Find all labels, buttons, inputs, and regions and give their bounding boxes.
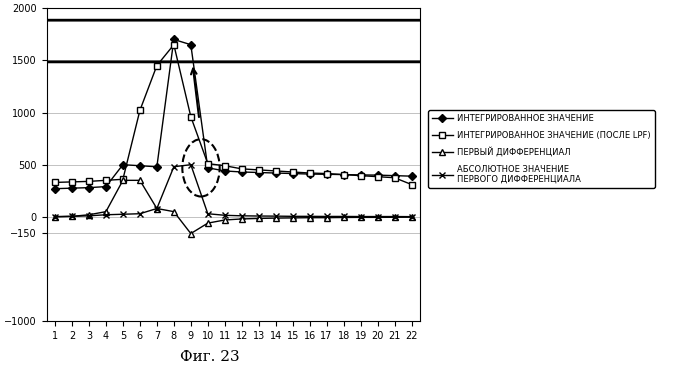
АБСОЛЮТНОЕ ЗНАЧЕНИЕ
ПЕРВОГО ДИФФЕРЕНЦИАЛА	[305, 214, 314, 219]
АБСОЛЮТНОЕ ЗНАЧЕНИЕ
ПЕРВОГО ДИФФЕРЕНЦИАЛА	[391, 214, 399, 219]
ПЕРВЫЙ ДИФФЕРЕНЦИАЛ	[85, 212, 93, 217]
ИНТЕГРИРОВАННОЕ ЗНАЧЕНИЕ	[119, 162, 127, 167]
ИНТЕГРИРОВАННОЕ ЗНАЧЕНИЕ	[204, 166, 212, 170]
ПЕРВЫЙ ДИФФЕРЕНЦИАЛ	[288, 216, 297, 220]
ИНТЕГРИРОВАННОЕ ЗНАЧЕНИЕ (ПОСЛЕ LPF)	[356, 173, 365, 178]
ИНТЕГРИРОВАННОЕ ЗНАЧЕНИЕ (ПОСЛЕ LPF)	[323, 171, 331, 176]
ИНТЕГРИРОВАННОЕ ЗНАЧЕНИЕ	[272, 171, 280, 175]
ИНТЕГРИРОВАННОЕ ЗНАЧЕНИЕ (ПОСЛЕ LPF)	[169, 42, 178, 47]
ПЕРВЫЙ ДИФФЕРЕНЦИАЛ	[407, 215, 416, 219]
ИНТЕГРИРОВАННОЕ ЗНАЧЕНИЕ	[305, 172, 314, 176]
ИНТЕГРИРОВАННОЕ ЗНАЧЕНИЕ (ПОСЛЕ LPF)	[204, 161, 212, 166]
ПЕРВЫЙ ДИФФЕРЕНЦИАЛ	[204, 221, 212, 225]
ИНТЕГРИРОВАННОЕ ЗНАЧЕНИЕ (ПОСЛЕ LPF)	[391, 176, 399, 180]
АБСОЛЮТНОЕ ЗНАЧЕНИЕ
ПЕРВОГО ДИФФЕРЕНЦИАЛА	[288, 214, 297, 219]
ИНТЕГРИРОВАННОЕ ЗНАЧЕНИЕ	[288, 171, 297, 176]
ИНТЕГРИРОВАННОЕ ЗНАЧЕНИЕ (ПОСЛЕ LPF)	[51, 180, 60, 185]
Line: ИНТЕГРИРОВАННОЕ ЗНАЧЕНИЕ: ИНТЕГРИРОВАННОЕ ЗНАЧЕНИЕ	[52, 37, 414, 192]
ПЕРВЫЙ ДИФФЕРЕНЦИАЛ	[340, 215, 348, 220]
ИНТЕГРИРОВАННОЕ ЗНАЧЕНИЕ (ПОСЛЕ LPF)	[187, 115, 195, 119]
ПЕРВЫЙ ДИФФЕРЕНЦИАЛ	[68, 214, 76, 219]
АБСОЛЮТНОЕ ЗНАЧЕНИЕ
ПЕРВОГО ДИФФЕРЕНЦИАЛА	[85, 214, 93, 218]
АБСОЛЮТНОЕ ЗНАЧЕНИЕ
ПЕРВОГО ДИФФЕРЕНЦИАЛА	[204, 212, 212, 216]
ИНТЕГРИРОВАННОЕ ЗНАЧЕНИЕ (ПОСЛЕ LPF)	[102, 178, 110, 182]
ИНТЕГРИРОВАННОЕ ЗНАЧЕНИЕ (ПОСЛЕ LPF)	[85, 179, 93, 184]
ПЕРВЫЙ ДИФФЕРЕНЦИАЛ	[305, 215, 314, 220]
ПЕРВЫЙ ДИФФЕРЕНЦИАЛ	[51, 215, 60, 219]
АБСОЛЮТНОЕ ЗНАЧЕНИЕ
ПЕРВОГО ДИФФЕРЕНЦИАЛА	[220, 213, 229, 218]
Line: ПЕРВЫЙ ДИФФЕРЕНЦИАЛ: ПЕРВЫЙ ДИФФЕРЕНЦИАЛ	[52, 177, 415, 237]
ИНТЕГРИРОВАННОЕ ЗНАЧЕНИЕ	[323, 172, 331, 176]
АБСОЛЮТНОЕ ЗНАЧЕНИЕ
ПЕРВОГО ДИФФЕРЕНЦИАЛА	[51, 214, 60, 219]
ИНТЕГРИРОВАННОЕ ЗНАЧЕНИЕ (ПОСЛЕ LPF)	[288, 170, 297, 174]
ПЕРВЫЙ ДИФФЕРЕНЦИАЛ	[119, 178, 127, 182]
АБСОЛЮТНОЕ ЗНАЧЕНИЕ
ПЕРВОГО ДИФФЕРЕНЦИАЛА	[356, 214, 365, 219]
АБСОЛЮТНОЕ ЗНАЧЕНИЕ
ПЕРВОГО ДИФФЕРЕНЦИАЛА	[136, 212, 144, 216]
ИНТЕГРИРОВАННОЕ ЗНАЧЕНИЕ (ПОСЛЕ LPF)	[220, 164, 229, 168]
ПЕРВЫЙ ДИФФЕРЕНЦИАЛ	[323, 215, 331, 220]
ИНТЕГРИРОВАННОЕ ЗНАЧЕНИЕ (ПОСЛЕ LPF)	[373, 174, 382, 179]
АБСОЛЮТНОЕ ЗНАЧЕНИЕ
ПЕРВОГО ДИФФЕРЕНЦИАЛА	[373, 214, 382, 219]
ПЕРВЫЙ ДИФФЕРЕНЦИАЛ	[272, 216, 280, 220]
ИНТЕГРИРОВАННОЕ ЗНАЧЕНИЕ	[169, 37, 178, 42]
ИНТЕГРИРОВАННОЕ ЗНАЧЕНИЕ (ПОСЛЕ LPF)	[305, 171, 314, 175]
ИНТЕГРИРОВАННОЕ ЗНАЧЕНИЕ	[407, 174, 416, 178]
ИНТЕГРИРОВАННОЕ ЗНАЧЕНИЕ	[136, 164, 144, 168]
ПЕРВЫЙ ДИФФЕРЕНЦИАЛ	[391, 215, 399, 219]
ПЕРВЫЙ ДИФФЕРЕНЦИАЛ	[169, 210, 178, 214]
ИНТЕГРИРОВАННОЕ ЗНАЧЕНИЕ (ПОСЛЕ LPF)	[153, 64, 161, 68]
ИНТЕГРИРОВАННОЕ ЗНАЧЕНИЕ	[85, 185, 93, 190]
ИНТЕГРИРОВАННОЕ ЗНАЧЕНИЕ	[356, 173, 365, 177]
Legend: ИНТЕГРИРОВАННОЕ ЗНАЧЕНИЕ, ИНТЕГРИРОВАННОЕ ЗНАЧЕНИЕ (ПОСЛЕ LPF), ПЕРВЫЙ ДИФФЕРЕНЦ: ИНТЕГРИРОВАННОЕ ЗНАЧЕНИЕ, ИНТЕГРИРОВАННО…	[428, 110, 655, 188]
ИНТЕГРИРОВАННОЕ ЗНАЧЕНИЕ (ПОСЛЕ LPF)	[119, 177, 127, 181]
ИНТЕГРИРОВАННОЕ ЗНАЧЕНИЕ (ПОСЛЕ LPF)	[68, 180, 76, 184]
ИНТЕГРИРОВАННОЕ ЗНАЧЕНИЕ	[373, 173, 382, 177]
ИНТЕГРИРОВАННОЕ ЗНАЧЕНИЕ (ПОСЛЕ LPF)	[136, 108, 144, 113]
ИНТЕГРИРОВАННОЕ ЗНАЧЕНИЕ	[51, 187, 60, 191]
АБСОЛЮТНОЕ ЗНАЧЕНИЕ
ПЕРВОГО ДИФФЕРЕНЦИАЛА	[272, 214, 280, 218]
АБСОЛЮТНОЕ ЗНАЧЕНИЕ
ПЕРВОГО ДИФФЕРЕНЦИАЛА	[119, 212, 127, 216]
ПЕРВЫЙ ДИФФЕРЕНЦИАЛ	[373, 215, 382, 220]
АБСОЛЮТНОЕ ЗНАЧЕНИЕ
ПЕРВОГО ДИФФЕРЕНЦИАЛА	[255, 214, 263, 218]
ПЕРВЫЙ ДИФФЕРЕНЦИАЛ	[237, 217, 246, 221]
ИНТЕГРИРОВАННОЕ ЗНАЧЕНИЕ	[237, 170, 246, 174]
ИНТЕГРИРОВАННОЕ ЗНАЧЕНИЕ	[220, 169, 229, 173]
Text: Фиг. 23: Фиг. 23	[180, 350, 240, 364]
ПЕРВЫЙ ДИФФЕРЕНЦИАЛ	[356, 215, 365, 220]
ИНТЕГРИРОВАННОЕ ЗНАЧЕНИЕ (ПОСЛЕ LPF)	[237, 167, 246, 171]
АБСОЛЮТНОЕ ЗНАЧЕНИЕ
ПЕРВОГО ДИФФЕРЕНЦИАЛА	[323, 214, 331, 219]
ИНТЕГРИРОВАННОЕ ЗНАЧЕНИЕ	[187, 42, 195, 47]
ИНТЕГРИРОВАННОЕ ЗНАЧЕНИЕ	[255, 170, 263, 175]
ИНТЕГРИРОВАННОЕ ЗНАЧЕНИЕ	[68, 186, 76, 191]
АБСОЛЮТНОЕ ЗНАЧЕНИЕ
ПЕРВОГО ДИФФЕРЕНЦИАЛА	[68, 214, 76, 219]
АБСОЛЮТНОЕ ЗНАЧЕНИЕ
ПЕРВОГО ДИФФЕРЕНЦИАЛА	[102, 212, 110, 217]
ИНТЕГРИРОВАННОЕ ЗНАЧЕНИЕ (ПОСЛЕ LPF)	[340, 172, 348, 177]
ИНТЕГРИРОВАННОЕ ЗНАЧЕНИЕ (ПОСЛЕ LPF)	[407, 182, 416, 187]
ИНТЕГРИРОВАННОЕ ЗНАЧЕНИЕ (ПОСЛЕ LPF)	[272, 169, 280, 173]
Line: АБСОЛЮТНОЕ ЗНАЧЕНИЕ
ПЕРВОГО ДИФФЕРЕНЦИАЛА: АБСОЛЮТНОЕ ЗНАЧЕНИЕ ПЕРВОГО ДИФФЕРЕНЦИАЛ…	[52, 161, 415, 220]
АБСОЛЮТНОЕ ЗНАЧЕНИЕ
ПЕРВОГО ДИФФЕРЕНЦИАЛА	[187, 162, 195, 167]
ИНТЕГРИРОВАННОЕ ЗНАЧЕНИЕ	[153, 165, 161, 169]
Line: ИНТЕГРИРОВАННОЕ ЗНАЧЕНИЕ (ПОСЛЕ LPF): ИНТЕГРИРОВАННОЕ ЗНАЧЕНИЕ (ПОСЛЕ LPF)	[52, 42, 414, 188]
ПЕРВЫЙ ДИФФЕРЕНЦИАЛ	[153, 206, 161, 211]
АБСОЛЮТНОЕ ЗНАЧЕНИЕ
ПЕРВОГО ДИФФЕРЕНЦИАЛА	[407, 215, 416, 219]
АБСОЛЮТНОЕ ЗНАЧЕНИЕ
ПЕРВОГО ДИФФЕРЕНЦИАЛА	[237, 214, 246, 218]
ПЕРВЫЙ ДИФФЕРЕНЦИАЛ	[255, 216, 263, 220]
ИНТЕГРИРОВАННОЕ ЗНАЧЕНИЕ	[340, 172, 348, 177]
ИНТЕГРИРОВАННОЕ ЗНАЧЕНИЕ (ПОСЛЕ LPF)	[255, 168, 263, 172]
АБСОЛЮТНОЕ ЗНАЧЕНИЕ
ПЕРВОГО ДИФФЕРЕНЦИАЛА	[169, 165, 178, 169]
АБСОЛЮТНОЕ ЗНАЧЕНИЕ
ПЕРВОГО ДИФФЕРЕНЦИАЛА	[340, 214, 348, 219]
ПЕРВЫЙ ДИФФЕРЕНЦИАЛ	[187, 231, 195, 236]
ИНТЕГРИРОВАННОЕ ЗНАЧЕНИЕ	[391, 173, 399, 178]
ПЕРВЫЙ ДИФФЕРЕНЦИАЛ	[102, 210, 110, 214]
ИНТЕГРИРОВАННОЕ ЗНАЧЕНИЕ	[102, 184, 110, 189]
ПЕРВЫЙ ДИФФЕРЕНЦИАЛ	[136, 178, 144, 182]
АБСОЛЮТНОЕ ЗНАЧЕНИЕ
ПЕРВОГО ДИФФЕРЕНЦИАЛА	[153, 206, 161, 211]
ПЕРВЫЙ ДИФФЕРЕНЦИАЛ	[220, 218, 229, 222]
